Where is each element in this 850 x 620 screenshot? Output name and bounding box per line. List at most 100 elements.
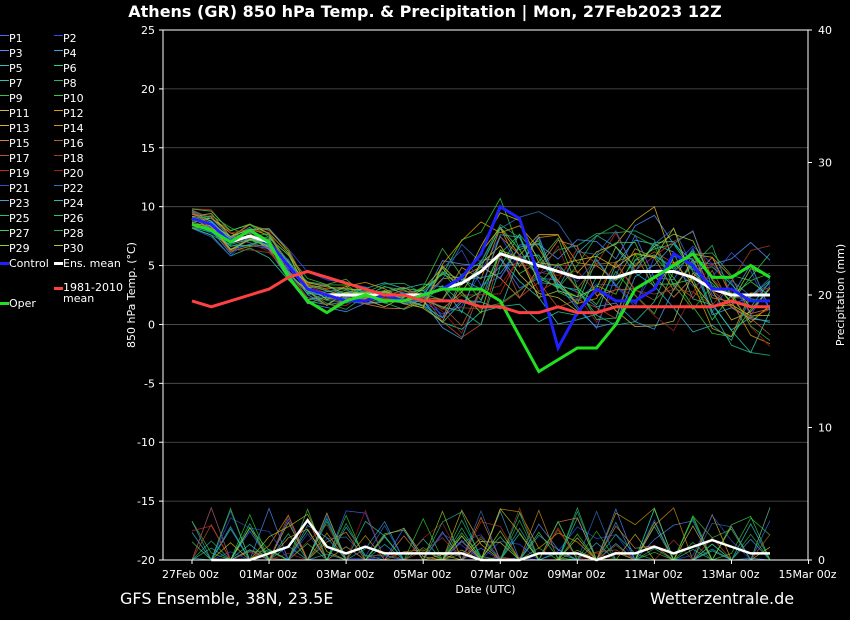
legend-swatch bbox=[0, 262, 9, 265]
legend-item-oper: Oper bbox=[0, 297, 36, 311]
legend-label: P3 bbox=[9, 47, 23, 60]
legend-swatch bbox=[0, 185, 9, 186]
ensemble-members bbox=[191, 197, 771, 356]
y2-tick-label: 10 bbox=[818, 422, 832, 435]
legend-swatch bbox=[54, 95, 63, 96]
legend-label: P27 bbox=[9, 227, 30, 240]
legend-swatch bbox=[0, 230, 9, 231]
legend-label: P16 bbox=[63, 137, 84, 150]
y-tick-label: 20 bbox=[141, 83, 155, 96]
legend-item-p20: P20 bbox=[54, 167, 84, 181]
y2-tick-label: 0 bbox=[818, 554, 825, 567]
footer-source: Wetterzentrale.de bbox=[650, 589, 795, 608]
y-tick-label: -20 bbox=[137, 554, 155, 567]
x-tick-label: 15Mar 00z bbox=[779, 568, 837, 581]
y-tick-label: 15 bbox=[141, 142, 155, 155]
legend-label: P19 bbox=[9, 167, 30, 180]
legend-label: P6 bbox=[63, 62, 77, 75]
legend-label: P22 bbox=[63, 182, 84, 195]
legend-item-ens-mean: Ens. mean bbox=[54, 257, 121, 271]
legend-item-p5: P5 bbox=[0, 62, 23, 76]
legend-item-p26: P26 bbox=[54, 212, 84, 226]
y-tick-label: 0 bbox=[148, 318, 155, 331]
legend-swatch bbox=[54, 35, 63, 36]
legend-swatch bbox=[54, 110, 63, 111]
legend-item-p30: P30 bbox=[54, 242, 84, 256]
legend: P1 P2 P3 P4 P5 P6 P7 P8 P9 P10 P11 P12 P13 P14 P15 P16 P… bbox=[0, 32, 135, 322]
legend-swatch bbox=[0, 200, 9, 201]
legend-item-p11: P11 bbox=[0, 107, 30, 121]
y-tick-label: 25 bbox=[141, 24, 155, 37]
axes bbox=[159, 29, 812, 564]
legend-swatch bbox=[54, 230, 63, 231]
legend-item-p19: P19 bbox=[0, 167, 30, 181]
legend-swatch bbox=[54, 185, 63, 186]
legend-swatch bbox=[54, 65, 63, 66]
x-tick-label: 05Mar 00z bbox=[393, 568, 451, 581]
legend-item-p14: P14 bbox=[54, 122, 84, 136]
legend-label: P15 bbox=[9, 137, 30, 150]
legend-item-p12: P12 bbox=[54, 107, 84, 121]
legend-label: P25 bbox=[9, 212, 30, 225]
legend-item-p10: P10 bbox=[54, 92, 84, 106]
legend-label: P29 bbox=[9, 242, 30, 255]
y2-tick-label: 30 bbox=[818, 157, 832, 170]
highlight-series bbox=[191, 204, 771, 562]
legend-item-p18: P18 bbox=[54, 152, 84, 166]
legend-swatch bbox=[0, 125, 9, 126]
legend-label: P13 bbox=[9, 122, 30, 135]
y2-tick-label: 20 bbox=[818, 289, 832, 302]
legend-label: Ens. mean bbox=[63, 257, 121, 270]
legend-item-p27: P27 bbox=[0, 227, 30, 241]
legend-item-p16: P16 bbox=[54, 137, 84, 151]
legend-label: P24 bbox=[63, 197, 84, 210]
legend-label: P26 bbox=[63, 212, 84, 225]
legend-label: P18 bbox=[63, 152, 84, 165]
legend-item-p8: P8 bbox=[54, 77, 77, 91]
legend-swatch bbox=[54, 140, 63, 141]
legend-item-p1: P1 bbox=[0, 32, 23, 46]
legend-label: P30 bbox=[63, 242, 84, 255]
legend-swatch bbox=[54, 80, 63, 81]
y-tick-label: 10 bbox=[141, 201, 155, 214]
legend-item-p25: P25 bbox=[0, 212, 30, 226]
legend-item-p9: P9 bbox=[0, 92, 23, 106]
legend-item-p13: P13 bbox=[0, 122, 30, 136]
legend-item-p17: P17 bbox=[0, 152, 30, 166]
legend-swatch bbox=[54, 262, 63, 265]
x-tick-label: 03Mar 00z bbox=[316, 568, 374, 581]
y-tick-label: 5 bbox=[148, 260, 155, 273]
legend-label: 1981-2010 mean bbox=[63, 281, 123, 305]
legend-item-p4: P4 bbox=[54, 47, 77, 61]
legend-item-p6: P6 bbox=[54, 62, 77, 76]
legend-swatch bbox=[54, 50, 63, 51]
legend-label: P14 bbox=[63, 122, 84, 135]
legend-swatch bbox=[0, 155, 9, 156]
footer-model: GFS Ensemble, 38N, 23.5E bbox=[120, 589, 334, 608]
x-tick-label: 01Mar 00z bbox=[239, 568, 297, 581]
legend-item-p2: P2 bbox=[54, 32, 77, 46]
y-tick-label: -5 bbox=[144, 377, 155, 390]
legend-item-p28: P28 bbox=[54, 227, 84, 241]
precipitation-series bbox=[191, 506, 771, 561]
y-tick-label: -15 bbox=[137, 495, 155, 508]
legend-label: P8 bbox=[63, 77, 77, 90]
x-tick-label: 09Mar 00z bbox=[547, 568, 605, 581]
legend-label: P9 bbox=[9, 92, 23, 105]
legend-swatch bbox=[0, 245, 9, 246]
legend-swatch bbox=[0, 35, 9, 36]
legend-swatch bbox=[0, 110, 9, 111]
x-tick-label: 11Mar 00z bbox=[624, 568, 682, 581]
legend-label: P2 bbox=[63, 32, 77, 45]
legend-label: P11 bbox=[9, 107, 30, 120]
x-axis-label: Date (UTC) bbox=[455, 583, 515, 596]
legend-item-p7: P7 bbox=[0, 77, 23, 91]
chart-title: Athens (GR) 850 hPa Temp. & Precipitatio… bbox=[128, 2, 722, 21]
legend-swatch bbox=[0, 140, 9, 141]
legend-label: P17 bbox=[9, 152, 30, 165]
axis-labels: -20 -15 -10 -5 0 5 10 15 20 25 0 10 20 30 40 27Feb 00z 0… bbox=[125, 24, 847, 596]
legend-item-p15: P15 bbox=[0, 137, 30, 151]
legend-label: P20 bbox=[63, 167, 84, 180]
legend-item-p3: P3 bbox=[0, 47, 23, 61]
legend-swatch bbox=[0, 170, 9, 171]
